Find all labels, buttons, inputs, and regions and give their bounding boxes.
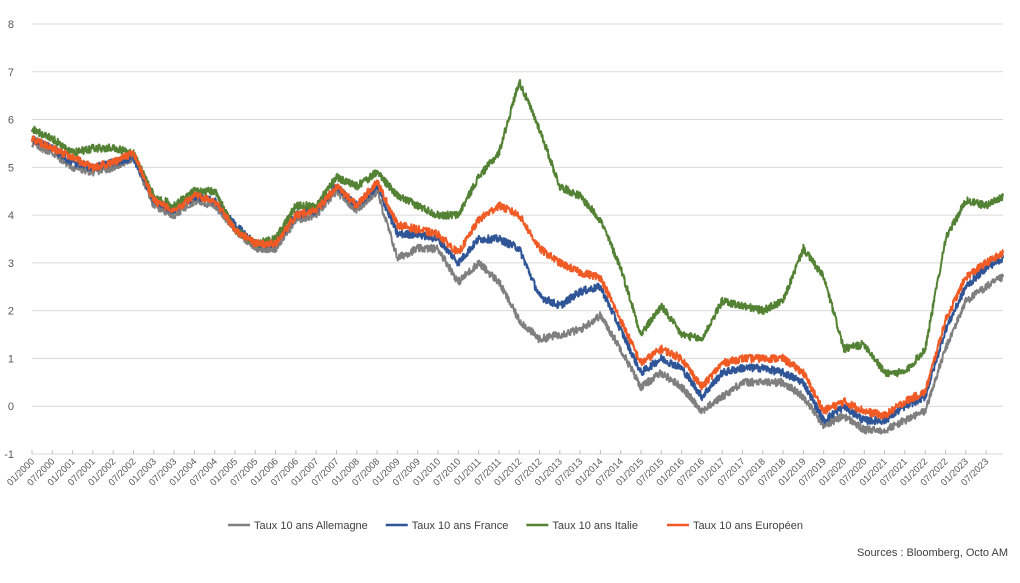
y-tick-label: 1 — [8, 353, 14, 365]
y-tick-label: 7 — [8, 67, 14, 79]
y-tick-label: 2 — [8, 306, 14, 318]
series-lines — [31, 79, 1004, 435]
legend-label: Taux 10 ans Allemagne — [254, 520, 368, 532]
series-line — [31, 135, 1004, 426]
legend-label: Taux 10 ans Européen — [693, 520, 803, 532]
y-tick-label: 6 — [8, 115, 14, 127]
series-line — [31, 135, 1004, 420]
source-note: Sources : Bloomberg, Octo AM — [857, 547, 1008, 559]
y-tick-label: -1 — [4, 449, 14, 461]
y-tick-label: 8 — [8, 19, 14, 31]
series-line — [31, 141, 1004, 435]
y-tick-label: 5 — [8, 162, 14, 174]
y-tick-label: 4 — [8, 210, 14, 222]
y-axis: -1 0 1 2 3 4 5 6 7 8 — [4, 19, 14, 461]
x-axis: 01/200007/200001/200107/200101/200207/20… — [5, 450, 991, 488]
legend-label: Taux 10 ans France — [412, 520, 509, 532]
y-tick-label: 0 — [8, 401, 14, 413]
legend-label: Taux 10 ans Italie — [552, 520, 638, 532]
legend: Taux 10 ans Allemagne Taux 10 ans France T… — [228, 520, 803, 532]
y-tick-label: 3 — [8, 258, 14, 270]
series-line — [31, 79, 1004, 378]
